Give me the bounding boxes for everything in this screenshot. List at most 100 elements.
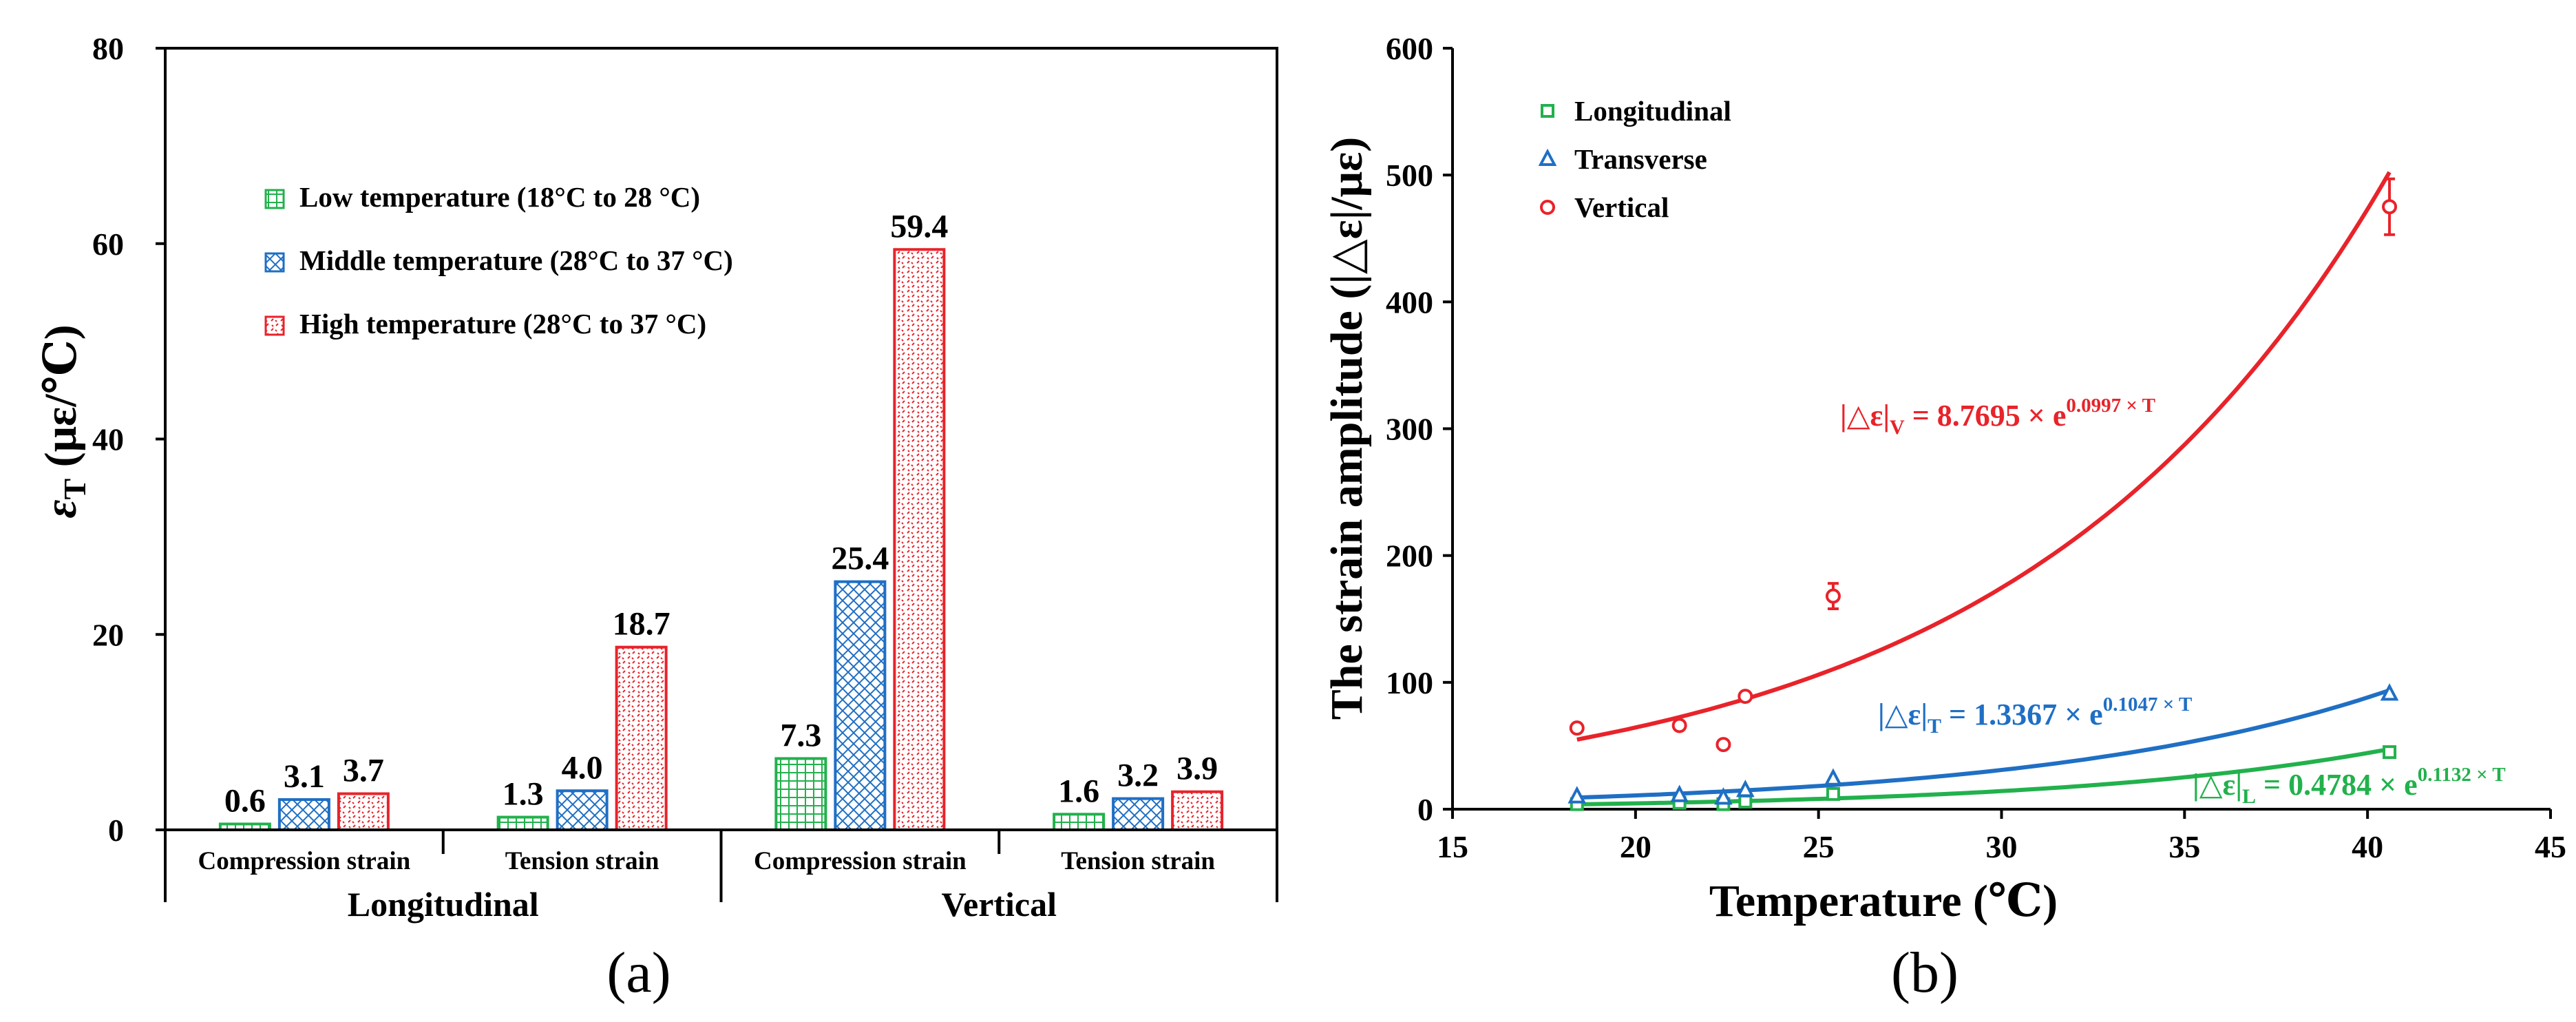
b-x-tick-label: 15 [1437, 829, 1468, 864]
a-data-label: 1.3 [503, 776, 544, 813]
a-bar [774, 757, 827, 832]
b-fit-curve-longitudinal [1576, 747, 2390, 806]
a-category-label: Compression strain [754, 847, 967, 875]
b-equation-rhs: = 8.7695 × e [1905, 399, 2067, 432]
b-fit-curve-vertical [1576, 171, 2392, 742]
b-point-vertical [1715, 737, 1731, 753]
b-x-tick-label: 25 [1803, 829, 1835, 864]
a-data-label: 3.1 [284, 758, 325, 795]
a-y-tick-label: 20 [92, 617, 124, 652]
b-equation-subscript: T [1928, 715, 1941, 738]
b-equation-lhs: |△ε| [2193, 768, 2242, 802]
a-y-tick-label: 40 [92, 422, 124, 457]
b-point-transverse [1736, 780, 1755, 797]
b-point-vertical [1671, 718, 1687, 733]
a-data-label: 4.0 [562, 749, 603, 786]
a-category-label: Compression strain [198, 847, 411, 875]
b-point-longitudinal [1738, 794, 1753, 809]
a-bar [556, 789, 609, 831]
a-legend-label: High temperature (28°C to 37 °C) [299, 308, 706, 340]
a-y-tick-label: 60 [92, 227, 124, 262]
a-bar [834, 580, 887, 831]
b-y-tick-label: 0 [1417, 792, 1433, 827]
b-y-tick-label: 200 [1386, 539, 1433, 574]
a-bar [1171, 790, 1224, 831]
a-category-label: Tension strain [1061, 847, 1215, 875]
a-data-label: 1.6 [1058, 773, 1099, 809]
a-legend-swatch [264, 252, 285, 273]
b-point-vertical [1825, 588, 1841, 604]
b-legend-label: Vertical [1574, 191, 1669, 223]
a-bar [277, 798, 330, 832]
b-x-tick-label: 40 [2352, 829, 2383, 864]
b-equation-subscript: V [1890, 416, 1905, 439]
a-group-label: Longitudinal [348, 885, 539, 924]
a-data-label: 18.7 [613, 606, 671, 643]
a-data-label: 3.9 [1176, 751, 1218, 787]
b-equation-exponent: 0.1047 × T [2103, 694, 2193, 716]
panel-b-scatter-chart: 0 100 200 300 400 500 600 15 20 25 30 35 40 45 Longit… [1322, 31, 2566, 1005]
a-data-label: 7.3 [780, 717, 821, 753]
caption-a: (a) [606, 941, 671, 1005]
b-equation-lhs: |△ε| [1840, 399, 1890, 432]
b-data-points [1567, 177, 2399, 811]
a-group-label: Vertical [941, 885, 1057, 924]
b-point-transverse [1824, 768, 1843, 786]
a-y-axis-title: εT (με/℃) [36, 324, 92, 518]
b-equation-longitudinal: |△ε|L = 0.4784 × e0.1132 × T [2193, 764, 2506, 808]
b-equation-transverse: |△ε|T = 1.3367 × e0.1047 × T [1878, 694, 2192, 738]
b-point-vertical [2382, 199, 2398, 215]
b-y-tick-label: 300 [1386, 412, 1433, 447]
b-point-vertical [1738, 689, 1753, 705]
a-category-label: Tension strain [505, 847, 659, 875]
b-legend-marker [1540, 200, 1555, 215]
caption-b: (b) [1891, 941, 1959, 1005]
b-point-transverse [2380, 683, 2399, 701]
a-legend-label: Middle temperature (28°C to 37 °C) [299, 244, 733, 276]
b-equation-rhs: = 1.3367 × e [1941, 698, 2103, 731]
b-legend-marker [1541, 104, 1554, 118]
b-legend-marker [1538, 148, 1557, 166]
b-equation-exponent: 0.1132 × T [2418, 764, 2506, 786]
b-fit-curve-transverse [1576, 688, 2391, 800]
b-legend: Longitudinal Transverse Vertical [1538, 95, 1731, 223]
a-bar [893, 248, 946, 831]
a-axes [164, 47, 1278, 902]
b-point-transverse [1670, 784, 1689, 802]
b-y-axis-title: The strain amplitude (|△ε|/με) [1322, 137, 1372, 720]
b-equation-lhs: |△ε| [1878, 698, 1928, 731]
a-bar [496, 815, 549, 832]
b-equation-exponent: 0.0997 × T [2066, 395, 2155, 417]
a-data-label: 25.4 [831, 541, 889, 577]
b-point-vertical [1569, 720, 1585, 736]
b-fit-curves [1576, 171, 2392, 806]
b-point-longitudinal [1826, 786, 1840, 801]
b-legend-label: Longitudinal [1574, 95, 1731, 127]
b-y-tick-label: 400 [1386, 284, 1433, 320]
b-x-tick-label: 35 [2168, 829, 2200, 864]
a-data-label: 3.7 [343, 753, 384, 789]
a-y-axis-ticks: 0 20 40 60 80 [92, 31, 165, 848]
b-y-tick-label: 100 [1386, 665, 1433, 700]
b-equation-subscript: L [2242, 785, 2256, 808]
a-y-tick-label: 0 [108, 813, 124, 848]
a-data-labels: 0.6 1.3 7.3 1.6 3.1 4.0 25.4 3.2 3.7 18.7 59.4 3.9 [224, 208, 1218, 819]
a-legend-swatch [264, 189, 285, 209]
a-category-labels: Compression strain Tension strain Longitud… [198, 847, 1216, 924]
a-plot-frame [164, 47, 1278, 831]
b-x-tick-label: 45 [2535, 829, 2566, 864]
b-point-longitudinal [2383, 745, 2397, 760]
b-equation-rhs: = 0.4784 × e [2256, 768, 2418, 802]
b-x-tick-label: 20 [1620, 829, 1651, 864]
b-point-transverse [1714, 787, 1733, 805]
a-legend-label: Low temperature (18°C to 28 °C) [299, 181, 700, 213]
a-y-tick-label: 80 [92, 31, 124, 66]
b-point-transverse [1567, 786, 1587, 804]
b-y-tick-label: 600 [1386, 31, 1433, 66]
panel-a-bar-chart: 0 20 40 60 80 0.6 1.3 7.3 1.6 3.1 4.0 25.4 3.2 3.7 18… [36, 31, 1278, 1005]
a-legend: Low temperature (18°C to 28 °C) Middle te… [264, 181, 733, 340]
b-equations: |△ε|L = 0.4784 × e0.1132 × T|△ε|T = 1.33… [1840, 395, 2506, 808]
a-bar [615, 645, 668, 831]
a-bar [1053, 813, 1106, 832]
